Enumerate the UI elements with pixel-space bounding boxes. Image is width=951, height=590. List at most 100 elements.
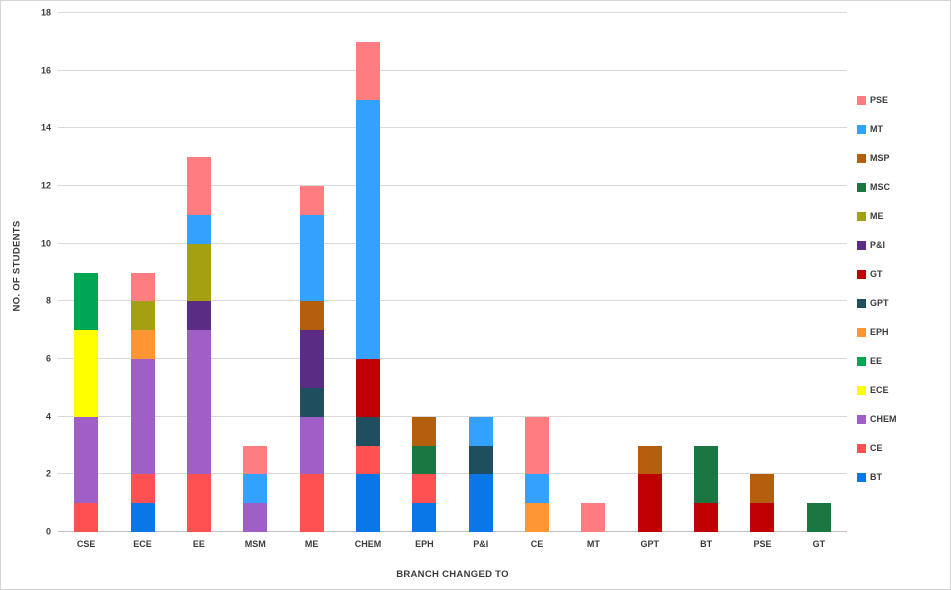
- gridline: [58, 473, 847, 475]
- bar-segment-MT: [299, 214, 324, 302]
- x-tick-label: BT: [700, 539, 713, 549]
- bar-slot: [509, 13, 565, 532]
- legend-label: ME: [870, 211, 884, 221]
- y-tick-label: 0: [45, 526, 51, 537]
- y-tick-label: 2: [45, 468, 51, 479]
- legend-label: CE: [870, 443, 883, 453]
- bar-segment-MT: [468, 416, 493, 446]
- legend-item-MSC: MSC: [857, 182, 897, 193]
- y-tick-label: 14: [40, 122, 51, 133]
- gridline: [58, 531, 847, 532]
- bar-segment-BT: [355, 474, 380, 532]
- legend-label: BT: [870, 472, 882, 482]
- bar-segment-CE: [299, 474, 324, 532]
- bar-segment-PSE: [355, 41, 380, 100]
- bar-slot: [678, 13, 734, 532]
- legend-item-ME: ME: [857, 211, 897, 222]
- bar-slot: [396, 13, 452, 532]
- stacked-bar-MSM: [243, 13, 268, 532]
- x-tick-label: MSM: [244, 539, 266, 549]
- bar-segment-CE: [412, 474, 437, 504]
- bars: [58, 13, 847, 532]
- gridline: [58, 127, 847, 129]
- bar-segment-MSC: [806, 503, 831, 532]
- bar-segment-CHEM: [74, 416, 99, 504]
- x-tick-label: MT: [586, 539, 600, 549]
- bar-slot: [622, 13, 678, 532]
- stacked-bar-GT: [806, 13, 831, 532]
- y-tick-label: 16: [40, 65, 51, 76]
- bar-segment-BT: [468, 474, 493, 532]
- stacked-bar-CE: [525, 13, 550, 532]
- bar-slot: [734, 13, 790, 532]
- legend-item-CE: CE: [857, 443, 897, 454]
- legend-swatch: [857, 415, 866, 424]
- legend-swatch: [857, 241, 866, 250]
- legend-item-EE: EE: [857, 356, 897, 367]
- legend-swatch: [857, 357, 866, 366]
- legend-item-BT: BT: [857, 472, 897, 483]
- legend-item-MT: MT: [857, 124, 897, 135]
- bar-segment-MSP: [412, 416, 437, 446]
- bar-segment-CE: [130, 474, 155, 504]
- bar-segment-MSC: [412, 445, 437, 475]
- bar-slot: [114, 13, 170, 532]
- x-tick-label: CSE: [76, 539, 96, 549]
- x-tick-label: EE: [192, 539, 205, 549]
- y-axis-title: NO. OF STUDENTS: [11, 220, 23, 312]
- bar-segment-BT: [412, 503, 437, 532]
- bar-segment-MSP: [750, 474, 775, 504]
- stacked-bar-GPT: [637, 13, 662, 532]
- stacked-bar-EE: [186, 13, 211, 532]
- legend-item-PSE: PSE: [857, 95, 897, 106]
- gridline: [58, 415, 847, 417]
- bar-segment-GT: [637, 474, 662, 532]
- bar-slot: [283, 13, 339, 532]
- bar-slot: [171, 13, 227, 532]
- bar-segment-MSC: [694, 445, 719, 504]
- stacked-bar-CHEM: [355, 13, 380, 532]
- bar-segment-GT: [694, 503, 719, 532]
- plot-area: 0 2 4 6 8 10 12 14 16 18 CSE ECE EE MSM ME CHEM EPH P&I C…: [41, 8, 847, 549]
- bar-slot: [58, 13, 114, 532]
- bar-segment-P&I: [299, 330, 324, 388]
- bar-segment-ECE: [74, 330, 99, 417]
- gridline: [58, 358, 847, 359]
- legend-label: GT: [870, 269, 883, 279]
- legend-item-P&I: P&I: [857, 240, 897, 251]
- legend-item-GT: GT: [857, 269, 897, 280]
- legend-swatch: [857, 125, 866, 134]
- stacked-bar-BT: [694, 13, 719, 532]
- bar-segment-GT: [355, 359, 380, 417]
- legend-swatch: [857, 96, 866, 105]
- gridline: [58, 185, 847, 186]
- legend-label: CHEM: [870, 414, 897, 424]
- legend-item-EPH: EPH: [857, 327, 897, 338]
- x-tick-label: GPT: [640, 539, 660, 549]
- bar-segment-MSP: [299, 301, 324, 331]
- bar-segment-MSP: [637, 445, 662, 475]
- gridline: [58, 300, 847, 302]
- legend-label: PSE: [870, 95, 889, 105]
- bar-slot: [227, 13, 283, 532]
- legend-label: ECE: [870, 385, 889, 395]
- gridline: [58, 69, 847, 71]
- x-tick-label: P&I: [473, 539, 489, 549]
- y-tick-label: 12: [40, 180, 51, 191]
- bar-segment-CE: [74, 503, 99, 532]
- bar-segment-MT: [525, 474, 550, 504]
- legend-label: EE: [870, 356, 883, 366]
- bar-segment-GT: [750, 503, 775, 532]
- bar-segment-ME: [130, 301, 155, 331]
- legend-swatch: [857, 270, 866, 279]
- legend-swatch: [857, 473, 866, 482]
- x-tick-label: CE: [530, 539, 544, 549]
- stacked-bar-P&I: [468, 13, 493, 532]
- bar-segment-MT: [243, 474, 268, 504]
- bar-slot: [565, 13, 621, 532]
- legend-item-GPT: GPT: [857, 298, 897, 309]
- legend-item-ECE: ECE: [857, 385, 897, 396]
- bar-segment-GPT: [468, 445, 493, 475]
- y-tick-label: 10: [40, 238, 51, 249]
